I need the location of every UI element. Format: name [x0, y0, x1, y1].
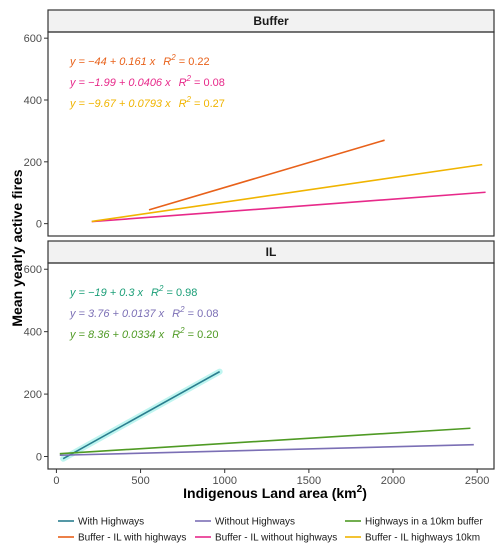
- equation-rhs: = 0.27: [191, 98, 225, 110]
- panel-border: [47, 31, 495, 237]
- equation-x: x: [164, 98, 171, 110]
- equation-x: x: [137, 287, 144, 299]
- equation-r-sup: 2: [179, 305, 185, 314]
- series-line: [91, 163, 483, 223]
- y-tick-label: 0: [36, 452, 42, 464]
- equation-lhs: y = −19 + 0.3: [69, 287, 135, 299]
- equation-r: R: [179, 77, 187, 89]
- x-tick-label: 1500: [297, 475, 321, 487]
- x-axis-label-main: Indigenous Land area (km: [183, 485, 356, 501]
- y-tick-label: 400: [24, 95, 42, 107]
- legend-item: Without Highways: [195, 517, 295, 528]
- equation-x: x: [149, 56, 156, 68]
- equation-rhs: = 0.08: [185, 308, 219, 320]
- equation-x: x: [158, 329, 165, 341]
- equation-r-sup: 2: [158, 284, 164, 293]
- equation-r-sup: 2: [179, 326, 185, 335]
- legend-label: Buffer - IL with highways: [78, 533, 186, 544]
- equation-lhs: y = 8.36 + 0.0334: [69, 329, 156, 341]
- equation-lhs: y = −44 + 0.161: [69, 56, 147, 68]
- regression-equation: y = −19 + 0.3 x R2 = 0.98: [69, 284, 197, 299]
- x-axis-label: Indigenous Land area (km2): [183, 484, 367, 501]
- equation-r: R: [172, 329, 180, 341]
- y-tick-label: 0: [36, 219, 42, 231]
- equation-r: R: [179, 98, 187, 110]
- legend-label: Buffer - IL highways 10km: [365, 533, 480, 544]
- equation-x: x: [158, 308, 165, 320]
- equation-r: R: [151, 287, 159, 299]
- legend-label: Without Highways: [215, 517, 295, 528]
- equation-r-sup: 2: [186, 95, 192, 104]
- y-tick-label: 200: [24, 157, 42, 169]
- legend: With Highways Without Highways Highways in…: [58, 517, 483, 544]
- regression-equation: y = 8.36 + 0.0334 x R2 = 0.20: [69, 326, 219, 341]
- y-axis-label: Mean yearly active fires: [9, 169, 25, 326]
- equation-r-sup: 2: [186, 74, 192, 83]
- regression-equation: y = 3.76 + 0.0137 x R2 = 0.08: [69, 305, 219, 320]
- y-tick-label: 400: [24, 327, 42, 339]
- x-axis-label-close: ): [362, 485, 367, 501]
- x-tick-label: 0: [53, 475, 59, 487]
- x-tick-label: 2000: [381, 475, 405, 487]
- regression-equation: y = −9.67 + 0.0793 x R2 = 0.27: [69, 95, 225, 110]
- series-line: [148, 139, 385, 211]
- regression-equation: y = −44 + 0.161 x R2 = 0.22: [69, 53, 210, 68]
- panel-border: [47, 262, 495, 470]
- equation-r: R: [172, 308, 180, 320]
- series-line: [91, 191, 486, 223]
- legend-item: Buffer - IL with highways: [58, 533, 186, 544]
- equation-r-sup: 2: [170, 53, 176, 62]
- legend-label: Highways in a 10km buffer: [365, 517, 483, 528]
- legend-item: Buffer - IL highways 10km: [345, 533, 480, 544]
- equation-lhs: y = 3.76 + 0.0137: [69, 308, 157, 320]
- series-line: [62, 370, 221, 460]
- x-tick-label: 1000: [212, 475, 236, 487]
- legend-item: Highways in a 10km buffer: [345, 517, 483, 528]
- y-tick-label: 200: [24, 389, 42, 401]
- equation-rhs: = 0.98: [163, 287, 197, 299]
- series-line: [59, 427, 471, 455]
- x-axis: 0 500 1000 1500 2000 2500: [53, 469, 489, 487]
- equation-lhs: y = −1.99 + 0.0406: [69, 77, 163, 89]
- x-tick-label: 2500: [465, 475, 489, 487]
- equation-rhs: = 0.22: [176, 56, 210, 68]
- legend-item: Buffer - IL without highways: [195, 533, 337, 544]
- panel-title: Buffer: [253, 14, 289, 28]
- legend-label: With Highways: [78, 517, 144, 528]
- equation-x: x: [164, 77, 171, 89]
- legend-label: Buffer - IL without highways: [215, 533, 337, 544]
- y-tick-label: 600: [24, 33, 42, 45]
- equation-r: R: [163, 56, 171, 68]
- series-line: [59, 443, 474, 457]
- equation-rhs: = 0.08: [191, 77, 225, 89]
- regression-equation: y = −1.99 + 0.0406 x R2 = 0.08: [69, 74, 225, 89]
- x-axis-label-sup: 2: [357, 484, 363, 495]
- legend-item: With Highways: [58, 517, 144, 528]
- equation-lhs: y = −9.67 + 0.0793: [69, 98, 163, 110]
- panel-title: IL: [266, 245, 277, 259]
- equation-rhs: = 0.20: [185, 329, 219, 341]
- y-tick-label: 600: [24, 264, 42, 276]
- x-tick-label: 500: [131, 475, 149, 487]
